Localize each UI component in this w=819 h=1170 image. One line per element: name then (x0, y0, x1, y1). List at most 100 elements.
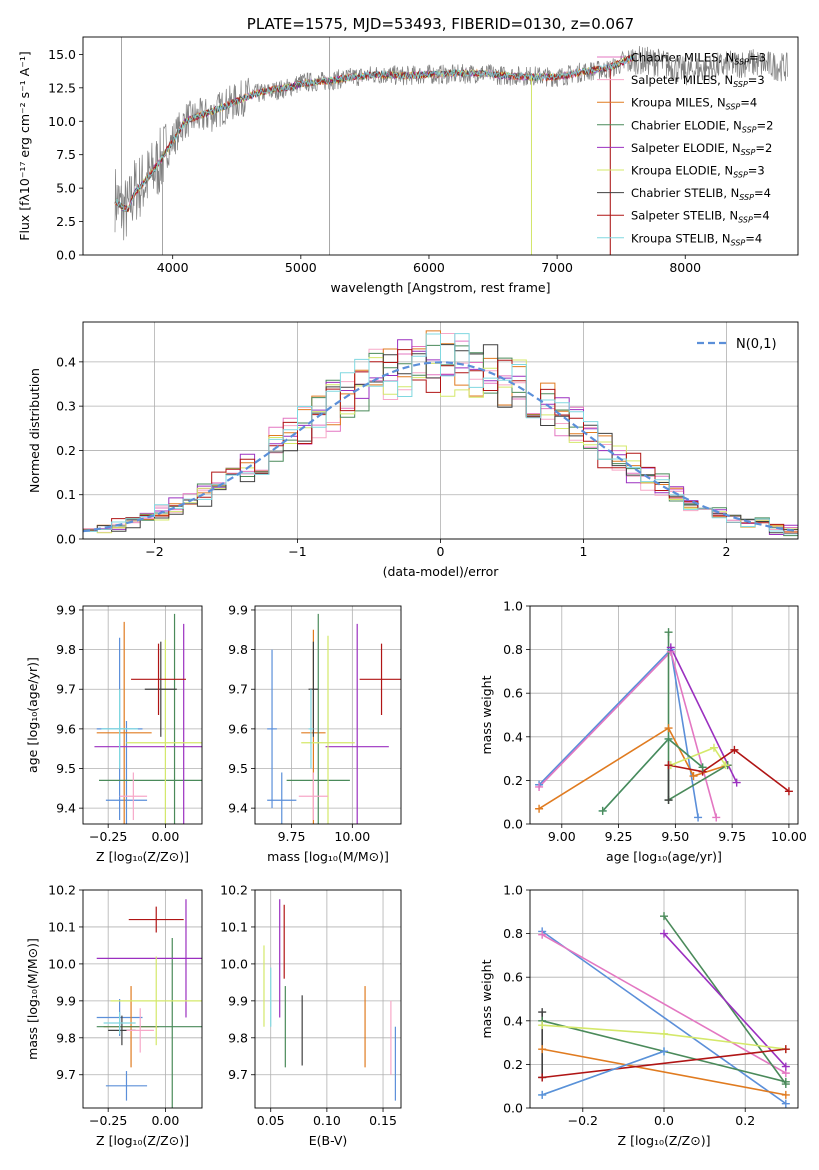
y-tick-label: 10.0 (48, 114, 76, 129)
y-tick-label: 9.4 (228, 801, 248, 816)
x-tick-label: 6000 (413, 260, 445, 275)
panel-mass-weight-vs-Z: −0.2 0.0 0.2 0.0 0.2 0.4 0.6 0.8 1.0 Z [log₁₀(Z/Z… (479, 883, 799, 1148)
hist-7 (83, 349, 798, 534)
y-axis-label: mass weight (479, 959, 494, 1038)
x-tick-label: 0.10 (313, 1113, 341, 1128)
y-tick-label: 0.2 (503, 1057, 523, 1072)
y-tick-label: 1.0 (503, 883, 523, 898)
y-tick-label: 0.0 (503, 817, 523, 832)
legend-label: Chabrier MILES, NSSP=3 (631, 51, 766, 67)
y-tick-label: 9.5 (228, 761, 248, 776)
axes-frame-age-vs-Z (82, 605, 203, 825)
weight-marker (538, 1008, 547, 1017)
plot-area (263, 899, 396, 1101)
x-axis-label: E(B-V) (309, 1133, 348, 1148)
x-tick-label: 7000 (541, 260, 573, 275)
axes-frame-spectrum (82, 36, 799, 256)
legend: Chabrier MILES, NSSP=3 Salpeter MILES, NS… (597, 51, 773, 247)
legend-label: Kroupa MILES, NSSP=4 (631, 96, 757, 112)
y-axis-label: Flux [fλ10⁻¹⁷ erg cm⁻² s⁻¹ A⁻¹] (17, 51, 32, 240)
axes-frame-age-vs-mass (254, 605, 402, 825)
weight-marker (781, 1062, 790, 1071)
y-tick-label: 0.2 (503, 773, 523, 788)
panel-age-vs-Z: −0.25 0.00 9.4 9.5 9.6 9.7 9.8 9.9 Z [log₁₀(Z/Z⊙… (25, 602, 203, 864)
weight-line-8 (542, 1048, 786, 1079)
x-tick-label: −0.25 (89, 1113, 127, 1128)
y-tick-label: 9.6 (228, 721, 248, 736)
y-tick-label: 9.9 (228, 993, 248, 1008)
y-tick-label: 0.6 (503, 686, 523, 701)
y-tick-label: 9.7 (56, 682, 76, 697)
x-tick-label: 9.50 (661, 829, 689, 844)
legend-label: Salpeter ELODIE, NSSP=2 (631, 141, 772, 157)
normal-curve (83, 361, 798, 533)
weight-line-5 (663, 933, 787, 1068)
y-tick-label: 0.3 (56, 399, 76, 414)
panel-mass-weight-vs-age: 9.00 9.25 9.50 9.75 10.00 0.0 0.2 0.4 0.6 0.8 1.0 a… (479, 599, 807, 865)
weight-marker (598, 806, 607, 815)
weight-marker (781, 1045, 790, 1054)
weight-line-1 (541, 934, 787, 1074)
y-tick-label: 9.7 (228, 682, 248, 697)
weight-line-2 (538, 726, 728, 810)
weight-marker (538, 930, 547, 939)
y-tick-label: 9.6 (56, 721, 76, 736)
y-tick-label: 0.4 (503, 1013, 523, 1028)
x-tick-label: 9.75 (278, 829, 306, 844)
x-tick-label: 9.75 (718, 829, 746, 844)
x-tick-label: 0.15 (369, 1113, 397, 1128)
weight-marker (538, 1073, 547, 1082)
y-tick-label: 9.7 (56, 1067, 76, 1082)
weight-line-7 (668, 748, 790, 792)
weight-marker (694, 813, 703, 822)
weight-marker (781, 1090, 790, 1099)
y-tick-label: 0.0 (56, 248, 76, 263)
weight-marker (781, 1080, 790, 1089)
y-tick-label: 9.9 (228, 602, 248, 617)
y-tick-label: 9.9 (56, 993, 76, 1008)
y-tick-label: 1.0 (503, 599, 523, 614)
axes-frame-mass-vs-Z (82, 889, 203, 1109)
panel-spectrum: 4000 5000 6000 7000 8000 0.0 2.5 5.0 7.5 10.0 12.5… (17, 15, 799, 295)
x-tick-label: 10.00 (334, 829, 370, 844)
legend: N(0,1) (697, 337, 777, 352)
y-tick-label: 0.0 (503, 1101, 523, 1116)
y-tick-label: 0.2 (56, 443, 76, 458)
axes-frame-mass-weight-vs-Z (529, 889, 799, 1109)
weight-marker (538, 1090, 547, 1099)
y-tick-label: 10.1 (220, 919, 248, 934)
x-tick-label: −0.25 (89, 829, 127, 844)
plot-area (267, 613, 401, 824)
weight-marker (712, 813, 721, 822)
x-tick-label: −0.2 (568, 1113, 598, 1128)
y-tick-label: 12.5 (48, 80, 76, 95)
y-tick-label: 0.8 (503, 926, 523, 941)
x-tick-label: −2 (145, 544, 163, 559)
y-tick-label: 9.8 (56, 1030, 76, 1045)
x-axis-label: mass [log₁₀(M/M⊙)] (267, 849, 389, 864)
x-tick-label: 2 (723, 544, 731, 559)
legend-label: Salpeter STELIB, NSSP=4 (631, 209, 770, 225)
y-tick-label: 7.5 (56, 147, 76, 162)
y-tick-label: 0.4 (503, 729, 523, 744)
weight-line-2 (542, 1048, 786, 1096)
weight-marker (660, 1029, 668, 1038)
weight-marker (664, 734, 673, 743)
weight-marker (709, 743, 718, 752)
weight-line-4 (670, 647, 738, 783)
x-axis-label: Z [log₁₀(Z/Z⊙)] (618, 1133, 711, 1148)
model-line-8 (114, 53, 635, 212)
axes-frame-mass-weight-vs-age (529, 605, 799, 825)
legend-label: Chabrier ELODIE, NSSP=2 (631, 118, 773, 134)
x-tick-label: −1 (288, 544, 306, 559)
weight-marker (689, 772, 698, 781)
weight-marker (781, 1099, 790, 1108)
panel-mass-vs-ebv: 0.05 0.10 0.15 9.7 9.8 9.9 10.0 10.1 10.2 E(B-V) (220, 883, 402, 1148)
y-tick-label: 9.9 (56, 602, 76, 617)
weight-marker (535, 782, 544, 791)
x-axis-label: (data-model)/error (383, 564, 500, 579)
x-axis-label: Z [log₁₀(Z/Z⊙)] (96, 849, 189, 864)
weight-line-10 (541, 1050, 665, 1096)
y-tick-label: 9.5 (56, 761, 76, 776)
x-tick-label: 5000 (285, 260, 317, 275)
